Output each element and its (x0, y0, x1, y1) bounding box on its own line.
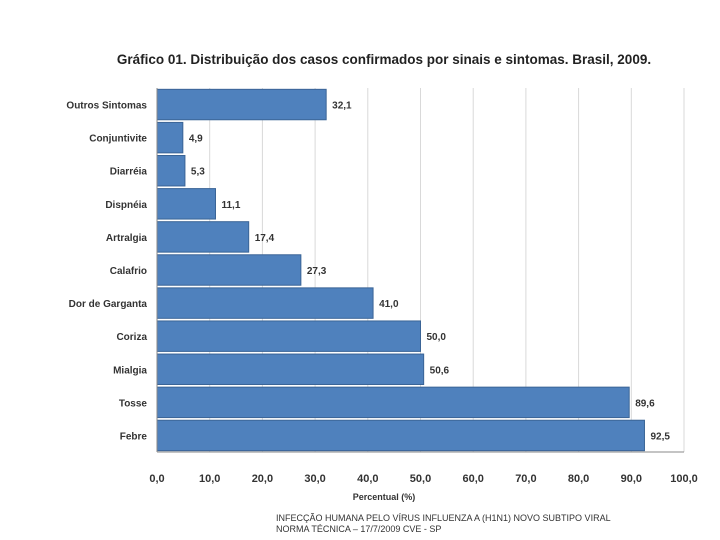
category-label: Calafrio (110, 266, 147, 277)
category-label: Febre (120, 431, 148, 442)
value-label: 92,5 (650, 431, 670, 442)
bar (156, 419, 645, 452)
bar (156, 254, 302, 286)
value-label: 32,1 (332, 101, 352, 112)
category-label: Outros Sintomas (66, 101, 147, 112)
value-label: 89,6 (635, 398, 655, 409)
x-tick-label: 50,0 (410, 473, 431, 485)
bar (156, 353, 425, 385)
category-label: Conjuntivite (89, 134, 147, 145)
x-tick-label: 70,0 (515, 473, 536, 485)
bar (156, 386, 630, 419)
category-label: Dispnéia (105, 200, 147, 211)
footer-line-2: NORMA TÉCNICA – 17/7/2009 CVE - SP (276, 524, 442, 534)
value-label: 50,6 (430, 365, 450, 376)
category-label: Coriza (116, 332, 147, 343)
category-label: Tosse (119, 398, 148, 409)
chart-title: Gráfico 01. Distribuição dos casos confi… (117, 52, 651, 67)
bar (156, 121, 184, 154)
bar (156, 188, 216, 220)
x-axis-label: Percentual (%) (353, 492, 416, 502)
bar (156, 221, 250, 253)
x-tick-label: 60,0 (462, 473, 483, 485)
category-label: Artralgia (106, 233, 148, 244)
x-tick-label: 40,0 (357, 473, 378, 485)
bar (156, 88, 327, 121)
x-tick-label: 90,0 (621, 473, 642, 485)
value-label: 11,1 (221, 200, 240, 211)
x-tick-label: 10,0 (199, 473, 220, 485)
x-tick-label: 100,0 (670, 473, 698, 485)
category-label: Diarréia (110, 167, 148, 178)
bar (156, 287, 374, 319)
value-label: 17,4 (255, 233, 275, 244)
footer-line-1: INFECÇÃO HUMANA PELO VÍRUS INFLUENZA A (… (276, 513, 611, 523)
category-label: Dor de Garganta (69, 299, 148, 310)
value-label: 41,0 (379, 299, 399, 310)
category-label: Mialgia (113, 365, 147, 376)
value-label: 4,9 (189, 134, 203, 145)
value-label: 5,3 (191, 167, 205, 178)
x-tick-label: 80,0 (568, 473, 589, 485)
bar (156, 155, 186, 187)
x-tick-label: 20,0 (252, 473, 273, 485)
bar (156, 320, 421, 352)
x-tick-label: 0,0 (149, 473, 164, 485)
footer: INFECÇÃO HUMANA PELO VÍRUS INFLUENZA A (… (276, 513, 611, 535)
value-label: 27,3 (307, 266, 327, 277)
x-tick-label: 30,0 (304, 473, 325, 485)
value-label: 50,0 (427, 332, 447, 343)
